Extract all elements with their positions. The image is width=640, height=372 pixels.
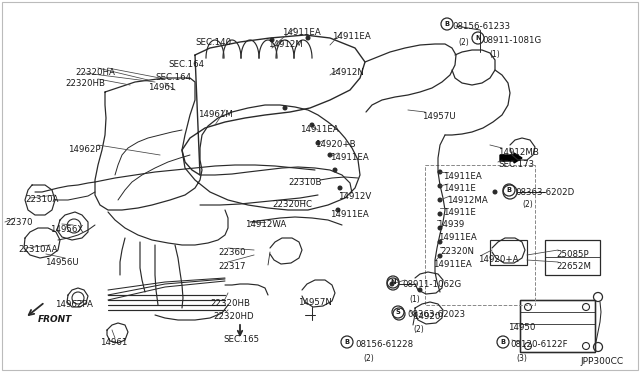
Text: 14911EA: 14911EA: [282, 28, 321, 37]
Text: 08363-62023: 08363-62023: [407, 310, 465, 319]
Bar: [520, 300, 595, 352]
Circle shape: [438, 198, 442, 202]
Text: 14911EA: 14911EA: [332, 32, 371, 41]
Circle shape: [310, 123, 314, 127]
Text: 22320HC: 22320HC: [272, 200, 312, 209]
Text: (2): (2): [458, 38, 468, 47]
Text: 22317: 22317: [218, 262, 246, 271]
Text: 14920+A: 14920+A: [478, 255, 518, 264]
Circle shape: [316, 141, 320, 145]
Text: 08156-61233: 08156-61233: [452, 22, 510, 31]
Text: 14920: 14920: [413, 312, 440, 321]
Text: 22320HB: 22320HB: [210, 299, 250, 308]
Circle shape: [438, 184, 442, 188]
Text: 14911EA: 14911EA: [433, 260, 472, 269]
Text: 22652M: 22652M: [556, 262, 591, 271]
Circle shape: [283, 106, 287, 110]
Text: 14911EA: 14911EA: [330, 153, 369, 162]
Text: 22310AA: 22310AA: [18, 245, 58, 254]
Text: 14912WA: 14912WA: [245, 220, 286, 229]
Text: SEC.165: SEC.165: [223, 335, 259, 344]
Text: B: B: [506, 187, 511, 193]
Text: 08911-1081G: 08911-1081G: [482, 36, 541, 45]
Text: 08911-1062G: 08911-1062G: [402, 280, 461, 289]
Text: S: S: [396, 309, 401, 315]
Text: N: N: [390, 279, 396, 285]
Circle shape: [438, 254, 442, 258]
Text: 14950: 14950: [508, 323, 536, 332]
Text: SEC.164: SEC.164: [168, 60, 204, 69]
Circle shape: [438, 240, 442, 244]
Text: 14962PA: 14962PA: [55, 300, 93, 309]
Text: 22360: 22360: [218, 248, 246, 257]
Text: JPP300CC: JPP300CC: [580, 357, 623, 366]
Text: 14912MB: 14912MB: [498, 148, 539, 157]
Text: 22320N: 22320N: [440, 247, 474, 256]
Text: B: B: [445, 21, 449, 27]
Text: SEC.173: SEC.173: [498, 160, 534, 169]
Text: (2): (2): [363, 354, 374, 363]
Text: 22370: 22370: [5, 218, 33, 227]
Text: (2): (2): [413, 325, 424, 334]
Text: FRONT: FRONT: [38, 315, 72, 324]
Text: 14911EA: 14911EA: [330, 210, 369, 219]
Text: B: B: [500, 339, 506, 345]
Circle shape: [328, 153, 332, 157]
Text: 14911E: 14911E: [443, 184, 476, 193]
Text: SEC.164: SEC.164: [155, 73, 191, 82]
Text: 14962P: 14962P: [68, 145, 100, 154]
Bar: [520, 300, 595, 352]
Circle shape: [336, 208, 340, 212]
Text: (1): (1): [489, 50, 500, 59]
Text: 14956U: 14956U: [45, 258, 79, 267]
Text: 14957U: 14957U: [422, 112, 456, 121]
Text: 14957N: 14957N: [298, 298, 332, 307]
Text: 14911EA: 14911EA: [300, 125, 339, 134]
Text: 14920+B: 14920+B: [315, 140, 356, 149]
Text: 14912N: 14912N: [330, 68, 364, 77]
Text: (2): (2): [522, 200, 532, 209]
Text: 22310B: 22310B: [288, 178, 321, 187]
Circle shape: [390, 282, 394, 286]
Text: 14956X: 14956X: [50, 225, 83, 234]
FancyArrow shape: [500, 153, 522, 163]
Bar: [490, 240, 527, 265]
Circle shape: [493, 190, 497, 194]
Text: 22310A: 22310A: [25, 195, 58, 204]
Text: SEC.140: SEC.140: [195, 38, 231, 47]
Text: 25085P: 25085P: [556, 250, 589, 259]
Circle shape: [270, 38, 274, 42]
Text: 22320HB: 22320HB: [65, 79, 105, 88]
Text: 14912M: 14912M: [268, 40, 303, 49]
Text: 08156-61228: 08156-61228: [355, 340, 413, 349]
Text: 22320HA: 22320HA: [75, 68, 115, 77]
Text: 14961M: 14961M: [198, 110, 233, 119]
Text: 14961: 14961: [100, 338, 127, 347]
Text: 14912V: 14912V: [338, 192, 371, 201]
Circle shape: [438, 212, 442, 216]
Text: 14911EA: 14911EA: [443, 172, 482, 181]
Text: 08363-6202D: 08363-6202D: [515, 188, 574, 197]
Text: 14912MA: 14912MA: [447, 196, 488, 205]
Text: 14911E: 14911E: [443, 208, 476, 217]
Text: 08120-6122F: 08120-6122F: [510, 340, 568, 349]
Circle shape: [338, 186, 342, 190]
Text: N: N: [475, 35, 481, 41]
Bar: [425, 165, 535, 305]
Circle shape: [418, 288, 422, 292]
Bar: [545, 240, 600, 275]
Text: 14911EA: 14911EA: [438, 233, 477, 242]
Circle shape: [333, 168, 337, 172]
Text: 14939: 14939: [437, 220, 464, 229]
Text: 14961: 14961: [148, 83, 175, 92]
Circle shape: [306, 36, 310, 40]
Text: 22320HD: 22320HD: [213, 312, 253, 321]
Circle shape: [438, 226, 442, 230]
Text: B: B: [344, 339, 349, 345]
Circle shape: [438, 170, 442, 174]
Text: (1): (1): [409, 295, 420, 304]
Text: (3): (3): [516, 354, 527, 363]
